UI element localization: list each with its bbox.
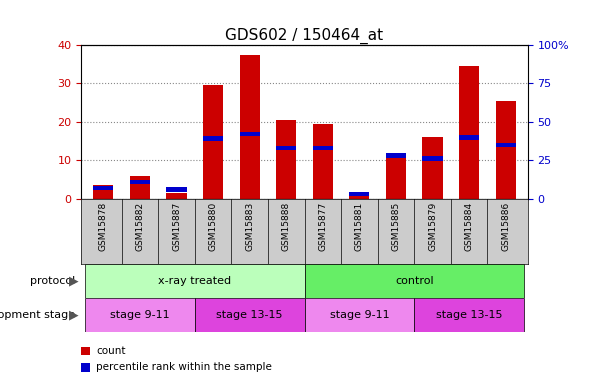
Text: GSM15880: GSM15880 <box>209 202 218 251</box>
Text: GSM15888: GSM15888 <box>282 202 291 251</box>
Text: development stage: development stage <box>0 310 75 320</box>
Bar <box>239 132 260 136</box>
Text: GSM15886: GSM15886 <box>501 202 510 251</box>
Text: control: control <box>395 276 434 286</box>
Title: GDS602 / 150464_at: GDS602 / 150464_at <box>226 27 384 44</box>
Bar <box>93 186 113 190</box>
Bar <box>313 124 333 199</box>
Text: GSM15878: GSM15878 <box>99 202 108 251</box>
Bar <box>386 153 406 158</box>
Bar <box>239 55 260 199</box>
Bar <box>203 136 223 141</box>
Text: ▶: ▶ <box>69 309 78 321</box>
Bar <box>130 180 150 184</box>
Bar <box>203 86 223 199</box>
Text: GSM15877: GSM15877 <box>318 202 327 251</box>
Bar <box>166 193 186 199</box>
Text: GSM15881: GSM15881 <box>355 202 364 251</box>
Text: GSM15887: GSM15887 <box>172 202 181 251</box>
Bar <box>386 153 406 199</box>
Text: GSM15884: GSM15884 <box>464 202 473 251</box>
Text: count: count <box>96 346 126 355</box>
Text: stage 9-11: stage 9-11 <box>330 310 389 320</box>
Text: protocol: protocol <box>30 276 75 286</box>
Bar <box>423 156 443 161</box>
Bar <box>305 264 524 298</box>
Bar <box>414 298 524 332</box>
Bar <box>349 192 370 196</box>
Text: ▶: ▶ <box>69 275 78 288</box>
Bar <box>496 142 516 147</box>
Bar <box>81 346 90 355</box>
Text: stage 13-15: stage 13-15 <box>216 310 283 320</box>
Text: percentile rank within the sample: percentile rank within the sample <box>96 363 273 372</box>
Bar <box>313 146 333 150</box>
Text: GSM15885: GSM15885 <box>391 202 400 251</box>
Text: stage 13-15: stage 13-15 <box>436 310 502 320</box>
Bar <box>166 187 186 192</box>
Bar <box>93 185 113 199</box>
Text: GSM15883: GSM15883 <box>245 202 254 251</box>
Text: x-ray treated: x-ray treated <box>158 276 232 286</box>
Text: GSM15879: GSM15879 <box>428 202 437 251</box>
Bar <box>459 66 479 199</box>
Text: GSM15882: GSM15882 <box>136 202 145 251</box>
Bar <box>85 264 305 298</box>
Bar <box>130 176 150 199</box>
Bar <box>496 101 516 199</box>
Bar <box>423 137 443 199</box>
Bar <box>349 195 370 199</box>
Bar <box>276 146 296 150</box>
Bar <box>276 120 296 199</box>
Bar <box>305 298 414 332</box>
Text: stage 9-11: stage 9-11 <box>110 310 169 320</box>
Bar <box>195 298 305 332</box>
Bar <box>81 363 90 372</box>
Bar <box>459 135 479 140</box>
Bar <box>85 298 195 332</box>
